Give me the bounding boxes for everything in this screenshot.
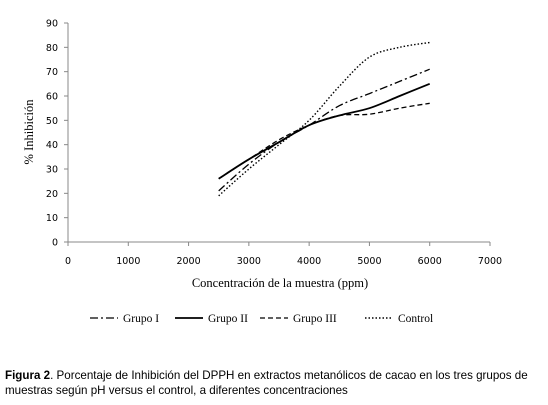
x-tick-label: 1000 <box>116 256 140 267</box>
figure-caption: Figura 2. Porcentaje de Inhibición del D… <box>5 369 545 398</box>
x-tick-label: 4000 <box>297 256 321 267</box>
x-axis-ticks: 0 1000 2000 3000 4000 5000 6000 7000 <box>65 242 502 267</box>
y-tick-label: 30 <box>46 165 58 176</box>
x-axis-title: Concentración de la muestra (ppm) <box>192 276 368 290</box>
series-line-grupo-iii <box>218 102 430 180</box>
legend-label: Control <box>398 313 433 325</box>
legend: Grupo I Grupo II Grupo III Control <box>90 313 433 325</box>
x-tick-label: 6000 <box>418 256 442 267</box>
figure-caption-text: . Porcentaje de Inhibición del DPPH en e… <box>5 369 528 397</box>
x-tick-label: 3000 <box>237 256 261 267</box>
x-tick-label: 5000 <box>357 256 381 267</box>
x-tick-label: 7000 <box>478 256 502 267</box>
y-tick-label: 80 <box>46 43 58 54</box>
y-tick-label: 70 <box>46 67 58 78</box>
x-tick-label: 2000 <box>176 256 200 267</box>
legend-label: Grupo III <box>293 313 337 325</box>
y-tick-label: 50 <box>46 116 58 127</box>
y-tick-label: 40 <box>46 140 58 151</box>
y-tick-label: 60 <box>46 92 58 103</box>
legend-label: Grupo I <box>123 313 159 325</box>
y-tick-label: 20 <box>46 189 58 200</box>
y-tick-label: 0 <box>52 238 58 249</box>
series-lines <box>218 41 431 197</box>
figure-caption-label: Figura 2 <box>5 369 51 382</box>
legend-label: Grupo II <box>208 313 248 325</box>
y-tick-label: 90 <box>46 19 58 30</box>
series-line-grupo-i <box>218 68 430 192</box>
y-axis-ticks: 0 10 20 30 40 50 60 70 80 90 <box>46 19 68 249</box>
y-tick-label: 10 <box>46 213 58 224</box>
series-line-grupo-ii <box>218 82 431 180</box>
series-line-control <box>218 41 430 197</box>
y-axis-title: % Inhibición <box>22 99 36 165</box>
x-tick-label: 0 <box>65 256 71 267</box>
